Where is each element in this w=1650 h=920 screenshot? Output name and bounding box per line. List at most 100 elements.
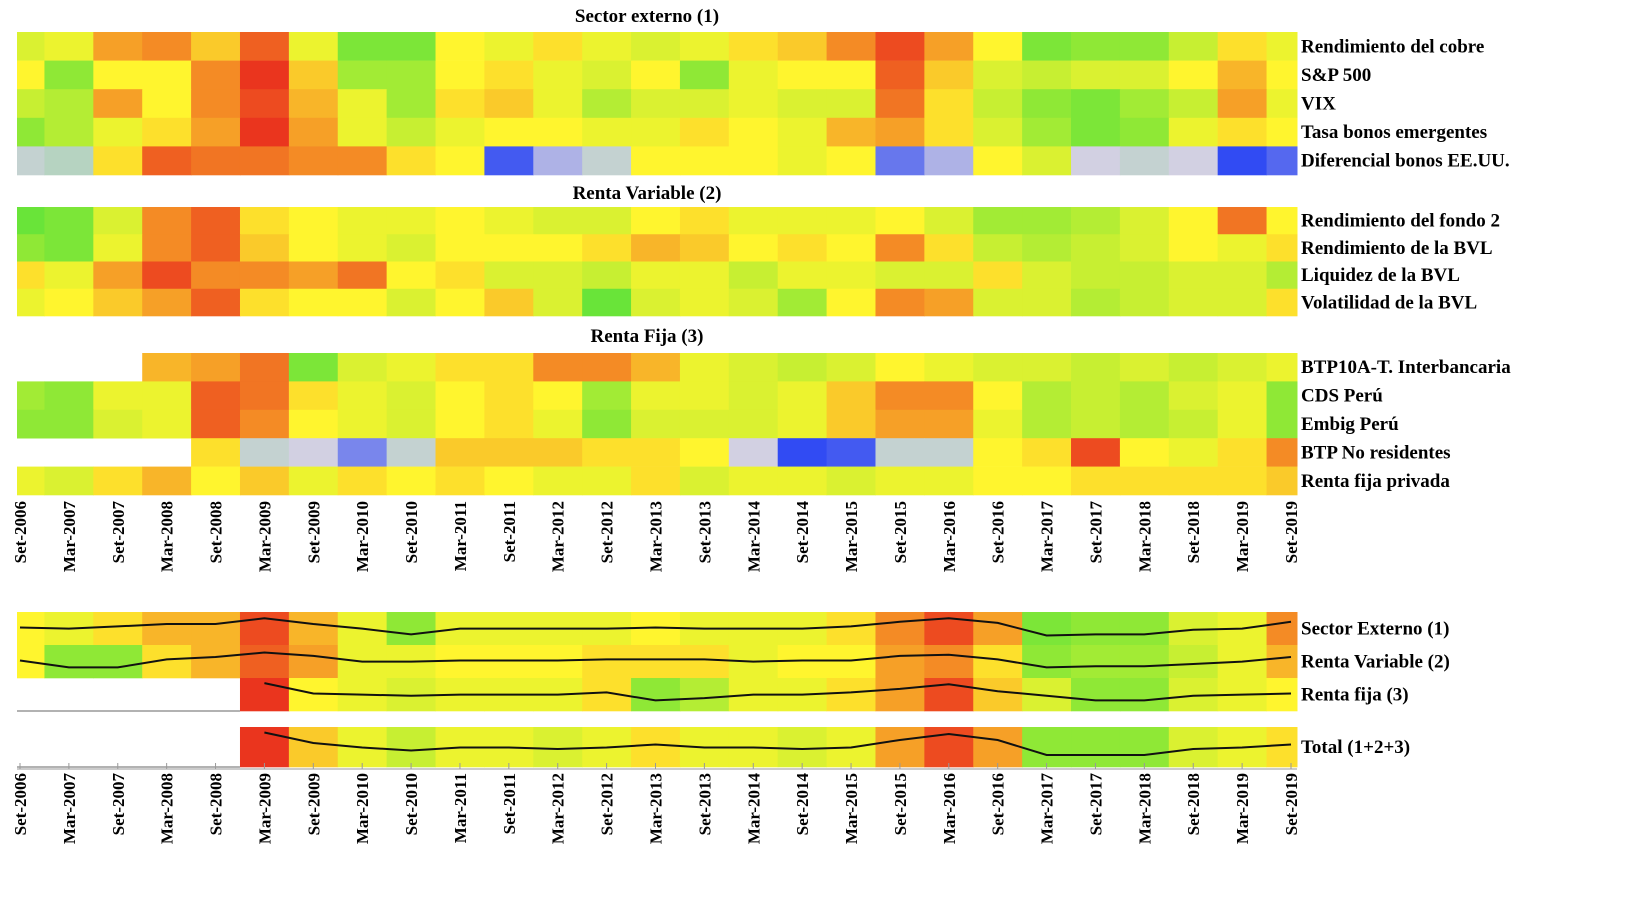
- x-tick-label: Set-2015: [891, 501, 910, 563]
- heat-cell: [1071, 381, 1121, 411]
- heat-cell: [239, 89, 290, 119]
- row-label: Liquidez de la BVL: [1301, 265, 1460, 286]
- heat-cell: [1022, 353, 1072, 382]
- heat-cell: [142, 207, 192, 235]
- heat-cell: [191, 409, 241, 439]
- row-label: VIX: [1301, 94, 1336, 115]
- heat-cell: [435, 288, 485, 317]
- heat-cell: [44, 409, 94, 439]
- heat-cell: [337, 288, 388, 317]
- heat-cell: [1071, 353, 1121, 382]
- heat-cell: [875, 89, 925, 119]
- x-tick-label: Mar-2016: [940, 501, 959, 572]
- x-tick-label: Mar-2010: [353, 773, 372, 844]
- heat-cell: [777, 466, 828, 496]
- heat-cell: [1266, 117, 1298, 147]
- heat-cell: [631, 117, 681, 147]
- heat-cell: [973, 381, 1023, 411]
- heat-cell: [1168, 261, 1219, 290]
- heat-cell: [1022, 207, 1072, 235]
- heat-cell: [191, 438, 241, 467]
- heat-cell: [142, 466, 192, 496]
- heat-cell: [533, 234, 583, 262]
- heat-cell: [875, 727, 925, 768]
- heat-cell: [142, 381, 192, 411]
- heat-cell: [191, 612, 241, 646]
- heat-cell: [582, 234, 632, 262]
- heat-cell: [1217, 60, 1268, 90]
- heat-cell: [386, 261, 437, 290]
- heat-cell: [533, 409, 583, 439]
- heat-cell: [924, 466, 974, 496]
- heat-cell: [17, 381, 45, 411]
- heat-cell: [826, 60, 876, 90]
- heat-cell: [239, 32, 290, 61]
- heat-cell: [1022, 727, 1072, 768]
- heat-cell: [533, 353, 583, 382]
- heat-cell: [191, 146, 241, 176]
- heat-cell: [142, 261, 192, 290]
- heat-cell: [1217, 288, 1268, 317]
- heat-cell: [973, 727, 1023, 768]
- x-tick-label: Set-2014: [793, 773, 812, 836]
- heat-cell: [44, 117, 94, 147]
- heat-cell: [728, 207, 779, 235]
- heat-cell: [1071, 146, 1121, 176]
- heat-cell: [239, 207, 290, 235]
- heat-cell: [1119, 381, 1170, 411]
- heat-cell: [386, 60, 437, 90]
- heat-cell: [1022, 612, 1072, 646]
- heat-cell: [191, 261, 241, 290]
- heat-cell: [1022, 234, 1072, 262]
- x-tick-label: Set-2008: [207, 773, 226, 835]
- heat-cell: [93, 645, 143, 679]
- heat-cell: [826, 288, 876, 317]
- heat-cell: [435, 117, 485, 147]
- heat-cell: [1071, 60, 1121, 90]
- heat-cell: [1119, 678, 1170, 712]
- row-label: S&P 500: [1301, 65, 1371, 86]
- heat-cell: [386, 409, 437, 439]
- heat-cell: [533, 381, 583, 411]
- heat-cell: [973, 466, 1023, 496]
- heat-cell: [1119, 207, 1170, 235]
- heat-cell: [1217, 466, 1268, 496]
- heat-cell: [777, 207, 828, 235]
- heat-cell: [1266, 60, 1298, 90]
- heat-cell: [1266, 207, 1298, 235]
- heat-cell: [679, 409, 730, 439]
- heat-cell: [728, 409, 779, 439]
- heat-cell: [728, 438, 779, 467]
- heat-cell: [924, 612, 974, 646]
- heat-cell: [533, 89, 583, 119]
- heat-cell: [631, 438, 681, 467]
- heat-cell: [239, 234, 290, 262]
- heat-cell: [337, 261, 388, 290]
- x-tick-label: Mar-2013: [647, 773, 666, 844]
- heat-cell: [239, 381, 290, 411]
- heat-cell: [142, 146, 192, 176]
- heat-cell: [93, 409, 143, 439]
- heat-cell: [17, 89, 45, 119]
- heat-cell: [875, 32, 925, 61]
- heat-cell: [1119, 32, 1170, 61]
- heat-cell: [582, 89, 632, 119]
- heat-cell: [1217, 353, 1268, 382]
- heat-cell: [924, 645, 974, 679]
- heat-cell: [1168, 288, 1219, 317]
- heat-cell: [17, 261, 45, 290]
- heat-cell: [533, 207, 583, 235]
- panel-title: Renta Fija (3): [591, 326, 704, 347]
- heat-cell: [93, 146, 143, 176]
- heat-cell: [288, 353, 339, 382]
- heat-cell: [679, 261, 730, 290]
- heat-cell: [875, 645, 925, 679]
- heat-cell: [875, 466, 925, 496]
- heat-cell: [44, 466, 94, 496]
- heat-cell: [239, 261, 290, 290]
- row-label: Rendimiento del fondo 2: [1301, 211, 1500, 232]
- heat-cell: [1168, 645, 1219, 679]
- heat-cell: [484, 409, 534, 439]
- heat-cell: [17, 409, 45, 439]
- heat-cell: [924, 438, 974, 467]
